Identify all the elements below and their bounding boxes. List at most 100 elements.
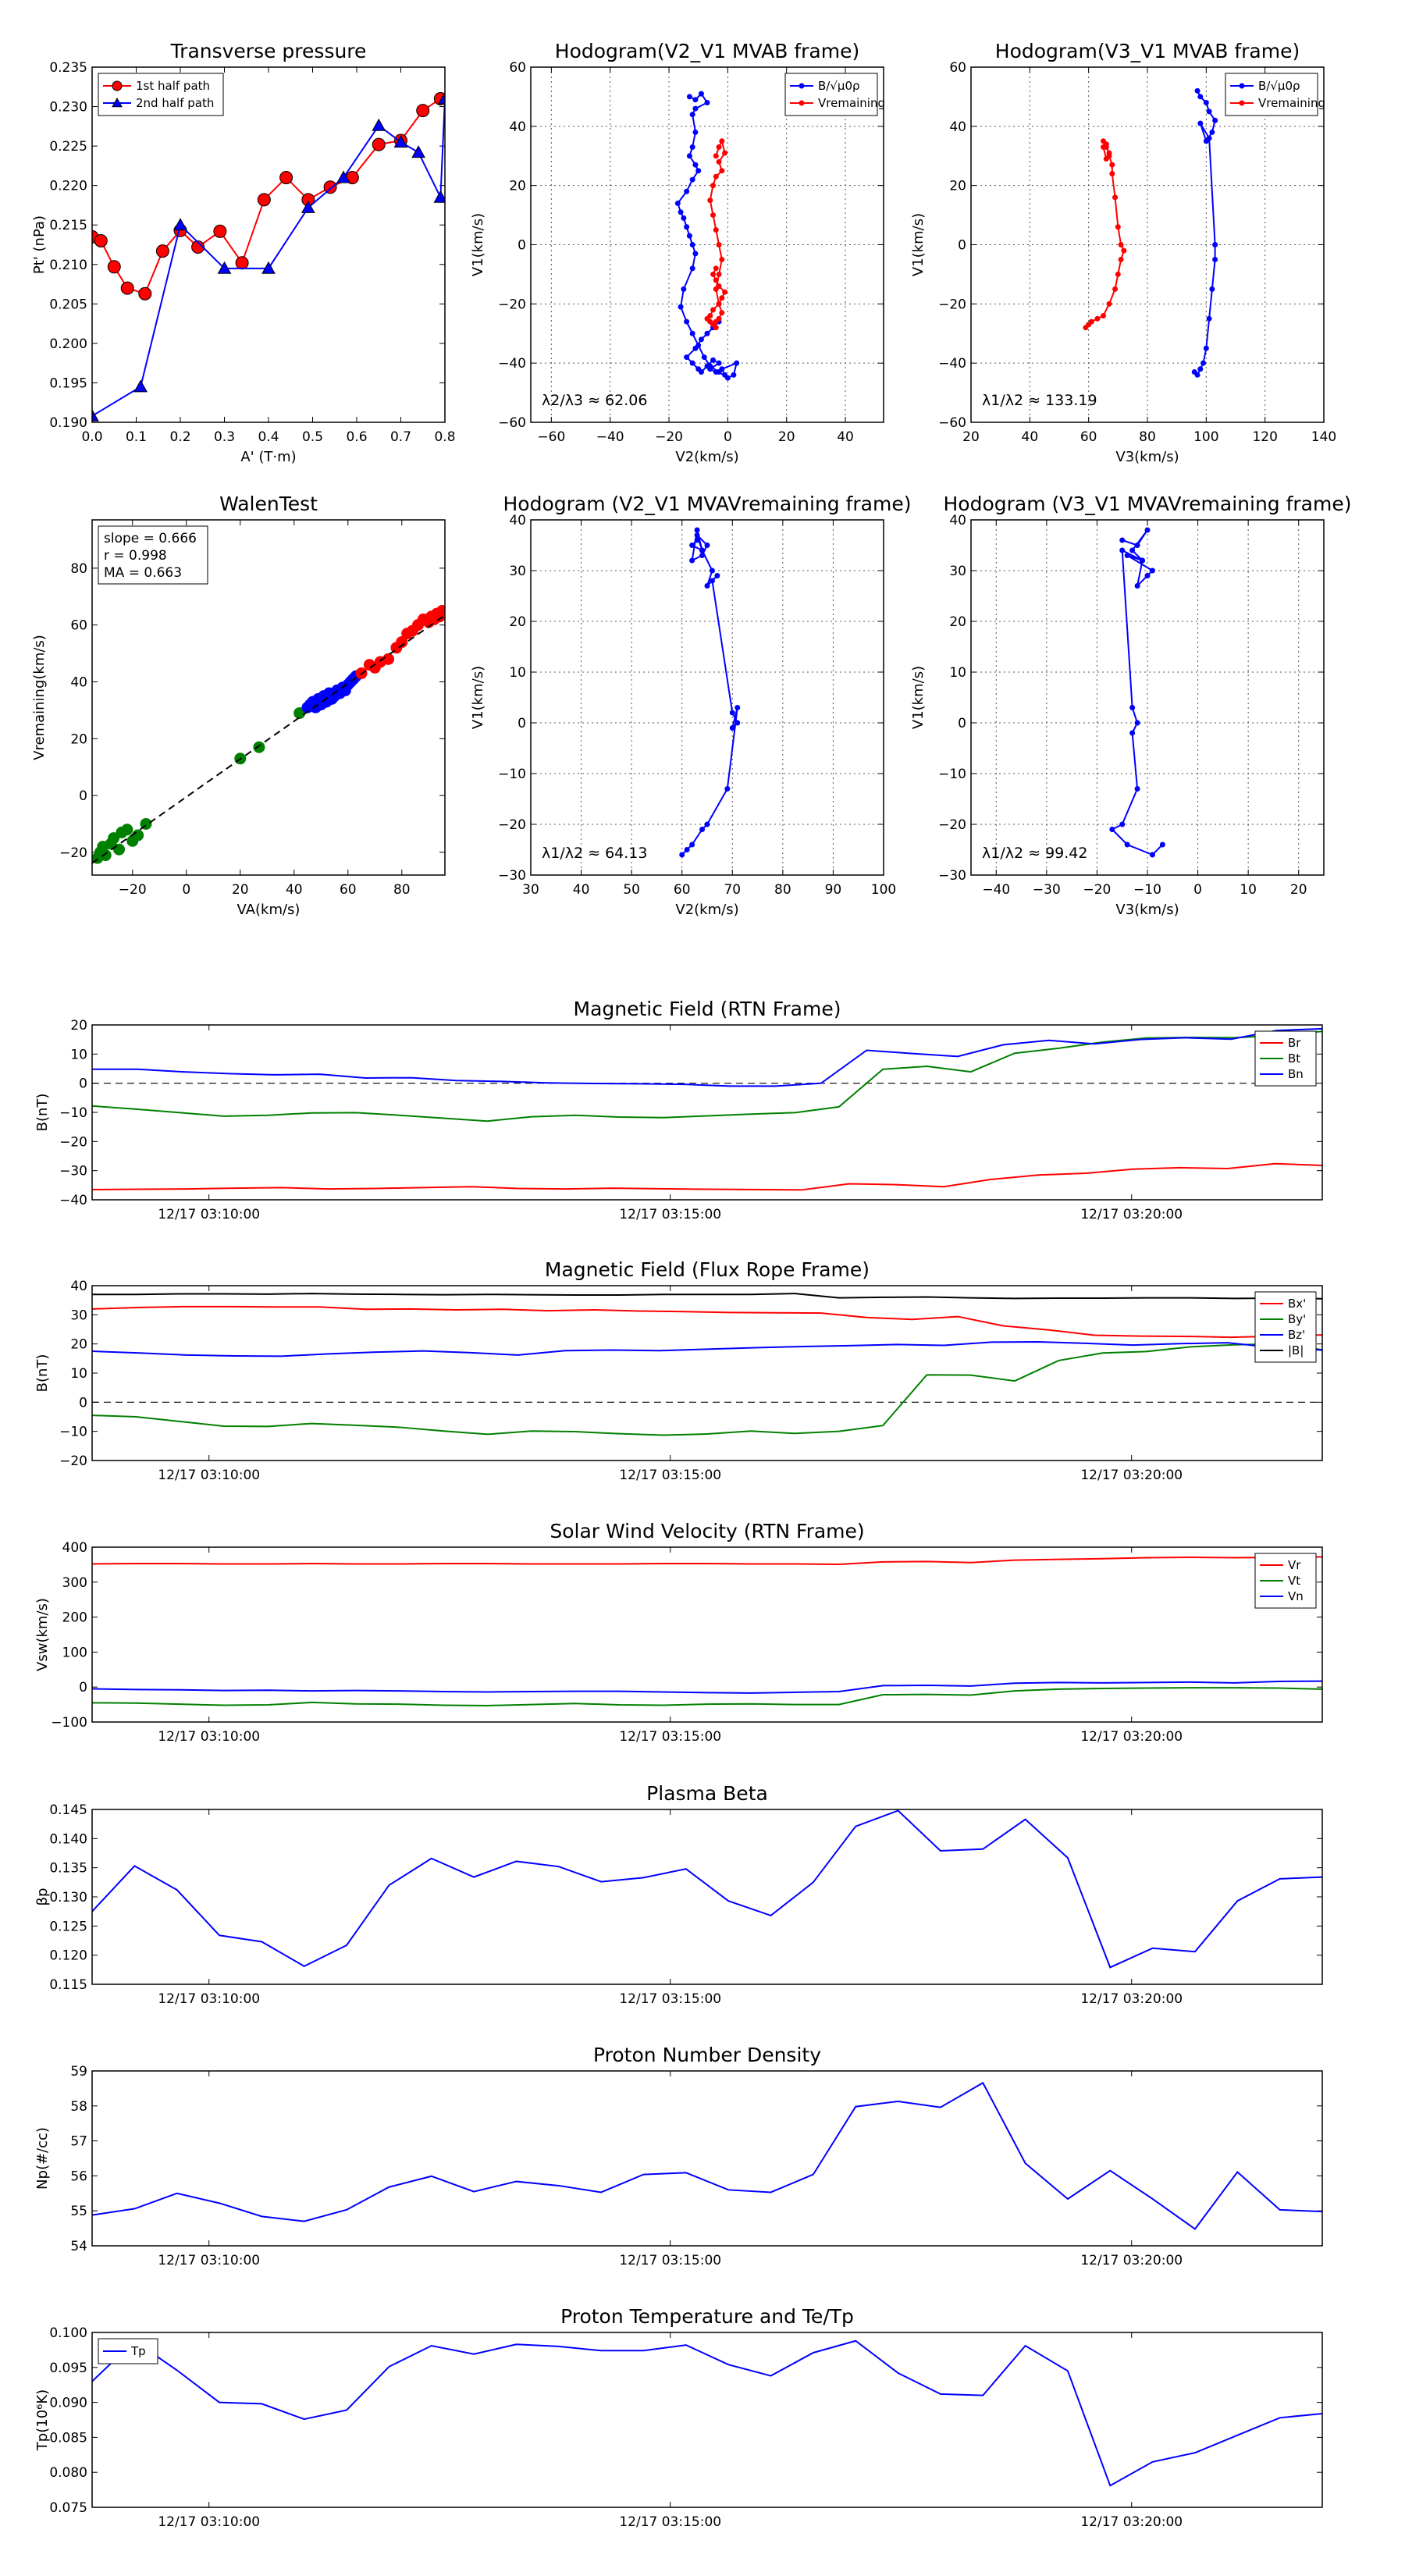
data-point <box>1119 547 1126 553</box>
data-point <box>699 827 706 832</box>
y-tick-label: −10 <box>938 767 966 782</box>
data-point <box>719 310 725 316</box>
x-tick-label: 12/17 03:15:00 <box>619 1468 721 1483</box>
data-point <box>716 360 722 366</box>
data-point <box>439 607 445 620</box>
y-tick-label: 0.080 <box>49 2465 87 2481</box>
y-tick-label: 40 <box>509 119 526 135</box>
data-point <box>689 360 695 366</box>
data-point <box>155 244 169 258</box>
annotation: λ2/λ3 ≈ 62.06 <box>542 392 647 409</box>
plot-area <box>92 1293 1322 1436</box>
y-tick-label: −20 <box>59 1134 87 1150</box>
data-point <box>694 527 700 533</box>
data-point <box>689 176 695 183</box>
y-tick-label: −20 <box>59 1453 87 1469</box>
y-tick-label: 0.145 <box>49 1802 87 1818</box>
x-tick-label: 0 <box>1193 882 1202 898</box>
data-point <box>704 363 710 369</box>
data-point <box>679 852 685 858</box>
x-tick-label: 12/17 03:10:00 <box>158 1991 260 2007</box>
series-line <box>92 1341 1322 1357</box>
y-tick-label: 10 <box>70 1047 87 1062</box>
legend: B/√μ0ρ Vremaining <box>1225 73 1325 116</box>
legend-label: Br <box>1288 1036 1301 1050</box>
data-point <box>678 304 684 310</box>
data-point <box>719 295 725 301</box>
data-point <box>699 553 706 558</box>
data-point <box>1101 313 1106 318</box>
x-tick-label: 60 <box>674 882 691 898</box>
data-point <box>1209 286 1215 292</box>
y-tick-label: 57 <box>70 2134 87 2150</box>
y-tick-label: 0 <box>518 716 526 731</box>
data-point <box>684 847 690 852</box>
y-tick-label: 80 <box>70 561 87 577</box>
y-axis-label: V1(km/s) <box>910 213 927 276</box>
legend-label: Vremaining <box>1258 96 1325 110</box>
data-point <box>1197 120 1204 126</box>
data-point <box>1134 543 1140 548</box>
data-point <box>692 105 699 112</box>
data-point <box>710 212 717 219</box>
data-point <box>710 307 717 313</box>
x-tick-label: 40 <box>286 882 303 898</box>
data-point <box>92 408 99 422</box>
y-tick-label: −30 <box>59 1164 87 1179</box>
data-point <box>704 543 710 548</box>
data-point <box>1144 573 1151 578</box>
x-tick-label: 140 <box>1311 429 1336 445</box>
data-point <box>722 150 728 156</box>
data-point <box>695 168 702 174</box>
y-tick-label: 20 <box>70 1018 87 1034</box>
data-point <box>1144 527 1151 533</box>
x-tick-label: 12/17 03:20:00 <box>1080 1207 1183 1222</box>
plot-border <box>91 519 446 876</box>
plot-border <box>530 66 884 423</box>
y-axis-label: Vremaining(km/s) <box>31 635 48 760</box>
data-point <box>799 83 805 89</box>
legend-box <box>784 73 878 116</box>
data-point <box>132 829 144 841</box>
data-point <box>112 97 123 108</box>
data-point <box>372 137 386 151</box>
y-tick-label: 0 <box>79 1076 87 1092</box>
series-line <box>92 1556 1322 1565</box>
data-point <box>433 190 445 203</box>
plot-border <box>530 519 884 876</box>
chart-title: Proton Temperature and Te/Tp <box>560 2305 854 2328</box>
data-point <box>713 153 719 159</box>
fit-line <box>92 614 445 864</box>
plot-area <box>92 2339 1322 2487</box>
x-tick-label: −20 <box>655 429 683 445</box>
plot-border <box>91 66 446 423</box>
data-point <box>1115 271 1121 277</box>
data-point <box>1212 242 1218 247</box>
y-tick-label: 400 <box>62 1540 87 1556</box>
x-tick-label: −60 <box>537 429 565 445</box>
legend-label: Vr <box>1288 1558 1301 1572</box>
data-point <box>1103 141 1109 148</box>
chart-p11: 54 55 56 57 58 59 12/17 03:10:00 12/17 03:15:00… <box>34 2044 1323 2268</box>
data-point <box>191 240 205 254</box>
plot-area <box>679 527 741 858</box>
data-point <box>689 841 695 848</box>
chart-p9: −100 0 100 200 300 400 12/17 03:10:00 12/17 03:… <box>34 1520 1323 1745</box>
series-line <box>92 1293 1322 1300</box>
y-tick-label: 20 <box>509 179 526 194</box>
y-tick-label: 0.195 <box>49 375 87 391</box>
x-tick-label: 12/17 03:20:00 <box>1080 1729 1183 1745</box>
y-axis-label: B(nT) <box>34 1094 51 1132</box>
data-point <box>257 193 271 207</box>
data-point <box>689 557 695 564</box>
y-tick-label: 10 <box>509 665 526 681</box>
plot-border <box>970 66 1325 423</box>
data-point <box>1118 256 1124 262</box>
data-point <box>1149 852 1155 858</box>
y-tick-label: 20 <box>949 179 966 194</box>
plot-border <box>91 1285 1323 1461</box>
y-tick-label: 30 <box>509 564 526 579</box>
x-tick-label: 80 <box>774 882 791 898</box>
chart-title: Hodogram (V2_V1 MVAVremaining frame) <box>503 493 912 515</box>
data-point <box>689 543 695 548</box>
